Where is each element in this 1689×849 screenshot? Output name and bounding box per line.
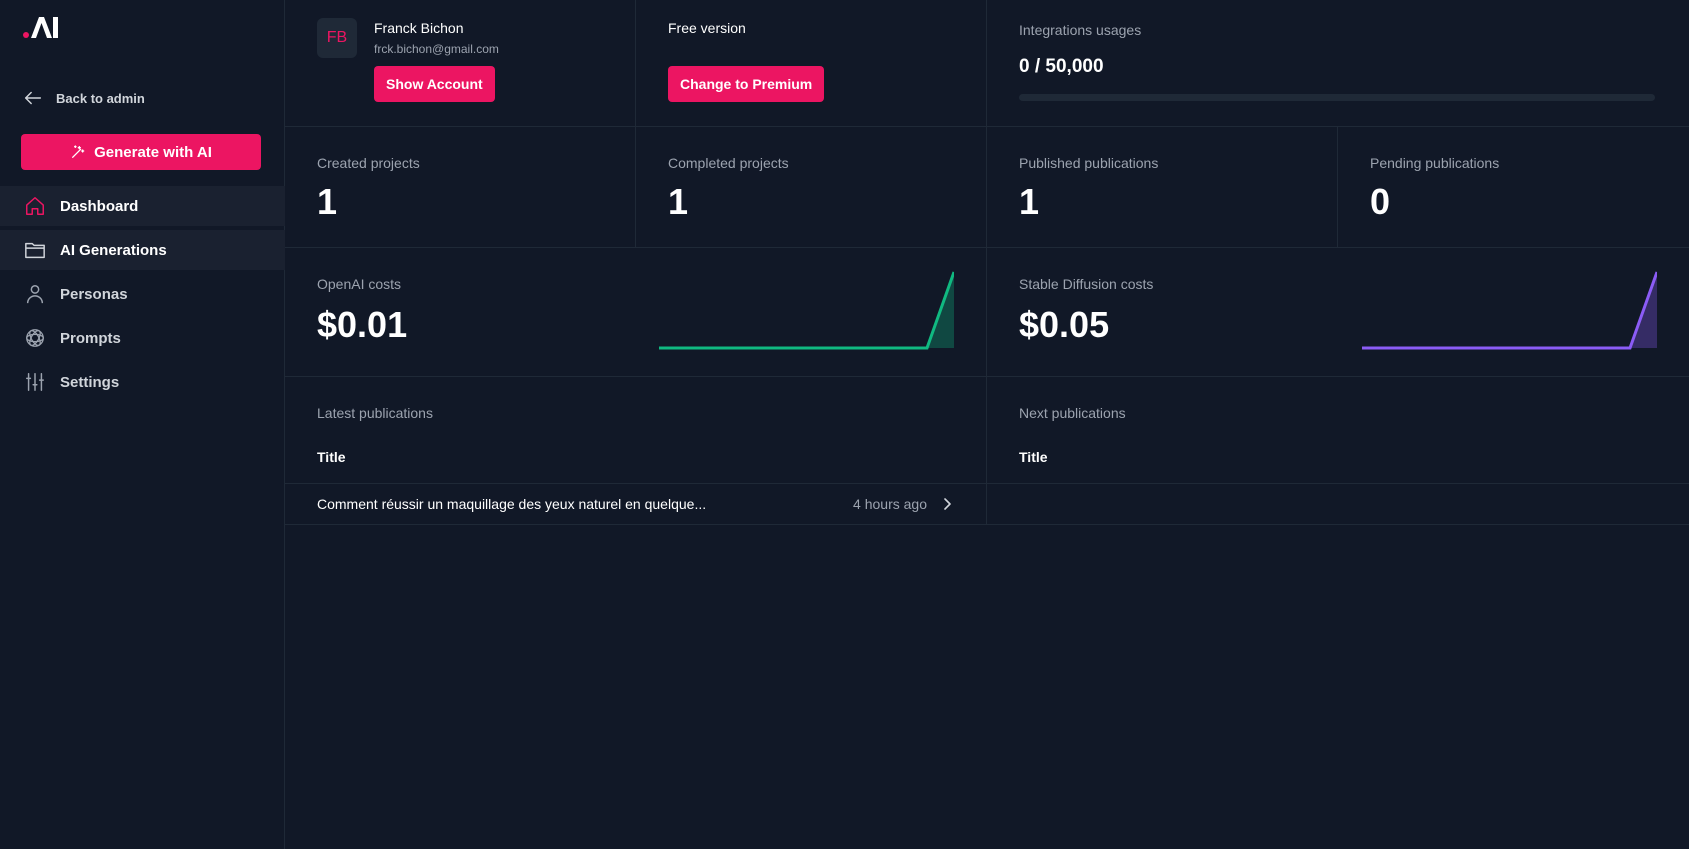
plan-card: Free version Change to Premium	[636, 0, 987, 126]
sidebar-item-personas[interactable]: Personas	[0, 274, 285, 314]
openai-cost-sparkline	[659, 271, 954, 350]
integrations-label: Integrations usages	[1019, 22, 1142, 38]
sidebar: Back to admin Generate with AI Dashboard…	[0, 0, 285, 849]
sidebar-item-settings[interactable]: Settings	[0, 362, 285, 402]
stat-label: Published publications	[1019, 155, 1159, 171]
user-name: Franck Bichon	[374, 20, 464, 36]
back-to-admin-label: Back to admin	[56, 90, 145, 106]
plan-label: Free version	[668, 20, 746, 36]
stat-label: Completed projects	[668, 155, 789, 171]
stable-diffusion-cost-sparkline	[1362, 271, 1657, 350]
sidebar-item-ai-generations[interactable]: AI Generations	[0, 230, 285, 270]
stat-card-published-publications: Published publications 1	[987, 127, 1338, 247]
next-title-column-header: Title	[1019, 449, 1048, 465]
stable-diffusion-costs-card: Stable Diffusion costs $0.05	[987, 248, 1689, 376]
cost-value: $0.01	[317, 304, 408, 345]
openai-icon	[26, 329, 44, 347]
stat-card-created-projects: Created projects 1	[285, 127, 636, 247]
account-card: FB Franck Bichon frck.bichon@gmail.com S…	[285, 0, 636, 126]
sidebar-item-dashboard[interactable]: Dashboard	[0, 186, 285, 226]
latest-publications-panel: Latest publications Title	[285, 377, 987, 525]
stat-card-completed-projects: Completed projects 1	[636, 127, 987, 247]
costs-row: OpenAI costs $0.01 Stable Diffusion cost…	[285, 248, 1689, 377]
stat-label: Pending publications	[1370, 155, 1500, 171]
cost-value: $0.05	[1019, 304, 1110, 345]
sidebar-item-label: Settings	[60, 373, 120, 391]
sidebar-item-label: AI Generations	[60, 241, 167, 259]
sidebar-item-label: Dashboard	[60, 197, 139, 215]
stat-value: 0	[1370, 181, 1391, 222]
latest-title-column-header: Title	[317, 449, 346, 465]
cost-label: Stable Diffusion costs	[1019, 276, 1154, 292]
stat-value: 1	[1019, 181, 1040, 222]
table-row[interactable]: Comment réussir un maquillage des yeux n…	[285, 483, 987, 525]
home-icon	[26, 197, 44, 215]
publication-title: Comment réussir un maquillage des yeux n…	[317, 496, 707, 512]
app-logo[interactable]	[22, 14, 62, 40]
integrations-card: Integrations usages 0 / 50,000	[987, 0, 1689, 126]
folder-icon	[25, 242, 45, 259]
user-icon	[26, 285, 44, 304]
next-publications-panel: Next publications Title	[987, 377, 1689, 483]
user-email: frck.bichon@gmail.com	[374, 42, 499, 56]
sidebar-item-label: Prompts	[60, 329, 121, 347]
next-publications-title: Next publications	[1019, 405, 1126, 421]
chevron-right-icon[interactable]	[939, 496, 955, 512]
stat-label: Created projects	[317, 155, 420, 171]
show-account-button[interactable]: Show Account	[374, 66, 495, 102]
integrations-value: 0 / 50,000	[1019, 56, 1104, 77]
arrow-left-icon	[24, 91, 42, 105]
back-to-admin-link[interactable]: Back to admin	[22, 86, 145, 110]
account-row: FB Franck Bichon frck.bichon@gmail.com S…	[285, 0, 1689, 127]
cost-label: OpenAI costs	[317, 276, 402, 292]
generate-with-ai-label: Generate with AI	[94, 143, 212, 161]
stat-value: 1	[317, 181, 338, 222]
sparkline-line	[659, 271, 954, 350]
magic-wand-icon	[72, 145, 85, 158]
latest-publications-title: Latest publications	[317, 405, 433, 421]
stats-row: Created projects 1 Completed projects 1 …	[285, 127, 1689, 248]
publication-time: 4 hours ago	[853, 496, 927, 512]
integrations-progress-bar	[1019, 94, 1655, 101]
sliders-icon	[26, 373, 44, 391]
sidebar-item-prompts[interactable]: Prompts	[0, 318, 285, 358]
dashboard-main: FB Franck Bichon frck.bichon@gmail.com S…	[285, 0, 1689, 849]
sidebar-item-label: Personas	[60, 285, 128, 303]
avatar: FB	[317, 18, 357, 58]
generate-with-ai-button[interactable]: Generate with AI	[21, 134, 261, 170]
next-publications-empty-row	[987, 483, 1689, 525]
openai-costs-card: OpenAI costs $0.01	[285, 248, 987, 376]
stat-value: 1	[668, 181, 689, 222]
sidebar-nav: Dashboard AI Generations Personas Prompt…	[0, 186, 285, 406]
stat-card-pending-publications: Pending publications 0	[1338, 127, 1689, 247]
sparkline-line	[1362, 271, 1657, 350]
change-to-premium-button[interactable]: Change to Premium	[668, 66, 825, 102]
